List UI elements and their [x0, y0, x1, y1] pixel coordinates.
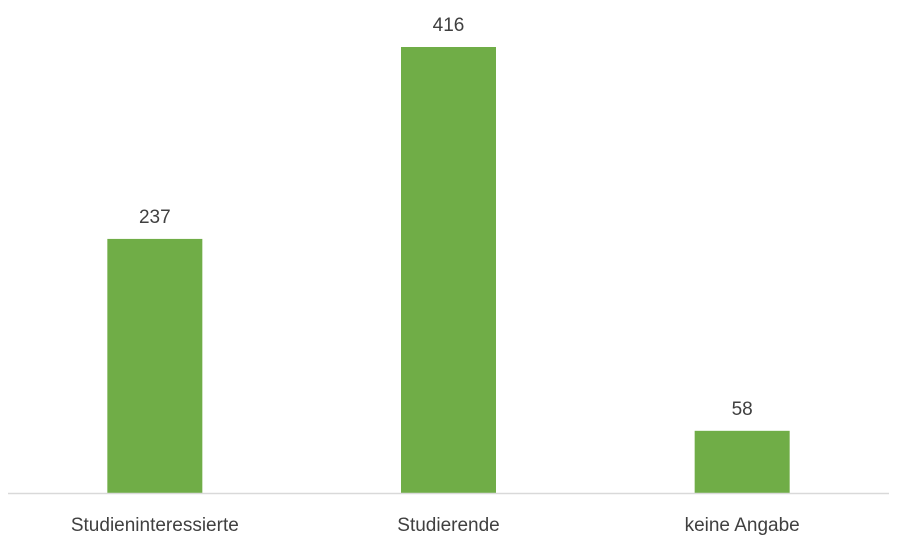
bar-2: [694, 430, 790, 493]
x-tick-label-2: keine Angabe: [685, 515, 800, 536]
data-labels-group: 237 416 58: [139, 15, 753, 420]
x-tick-label-0: Studieninteressierte: [71, 515, 239, 536]
x-tick-labels-group: Studieninteressierte Studierende keine Ang…: [71, 515, 800, 536]
bar-1: [401, 47, 496, 493]
bars-group: [107, 47, 790, 493]
bar-0: [107, 238, 203, 493]
data-label-1: 416: [433, 15, 465, 36]
x-tick-label-1: Studierende: [397, 515, 499, 536]
data-label-2: 58: [732, 399, 753, 420]
data-label-0: 237: [139, 207, 171, 228]
